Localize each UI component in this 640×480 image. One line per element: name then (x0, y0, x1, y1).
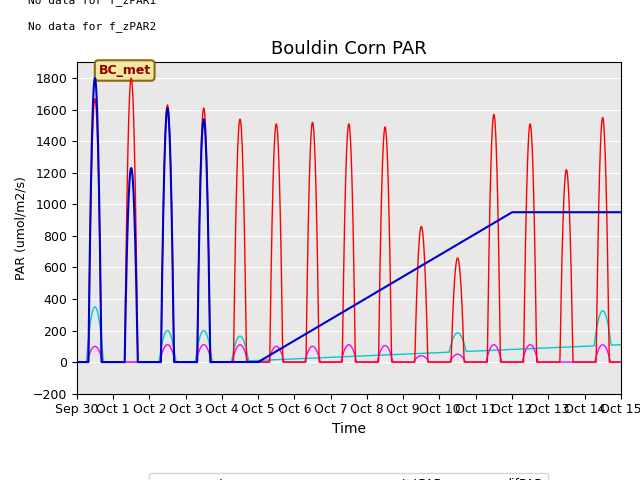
Text: BC_met: BC_met (99, 64, 151, 77)
Text: No data for f_zPAR2: No data for f_zPAR2 (28, 21, 156, 32)
Y-axis label: PAR (umol/m2/s): PAR (umol/m2/s) (14, 176, 27, 280)
Legend: PAR_in, PAR_out, totPAR, difPAR: PAR_in, PAR_out, totPAR, difPAR (150, 473, 548, 480)
Title: Bouldin Corn PAR: Bouldin Corn PAR (271, 40, 427, 58)
X-axis label: Time: Time (332, 422, 366, 436)
Text: No data for f_zPAR1: No data for f_zPAR1 (28, 0, 156, 6)
